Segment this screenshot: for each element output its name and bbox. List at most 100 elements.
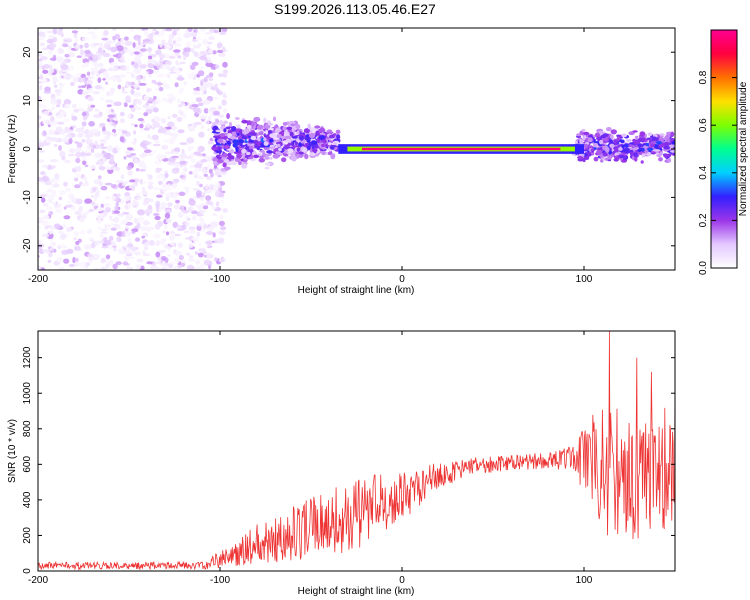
noise-blob xyxy=(139,123,144,129)
late-signal-blob xyxy=(646,137,652,141)
noise-blob xyxy=(194,251,199,255)
noise-blob xyxy=(163,139,169,143)
noise-blob xyxy=(103,224,112,228)
noise-blob xyxy=(105,99,113,103)
noise-blob xyxy=(93,55,99,60)
noise-blob xyxy=(187,28,193,32)
noise-blob xyxy=(44,86,51,92)
signal-blob xyxy=(228,121,233,128)
signal-blob xyxy=(234,117,240,120)
noise-blob xyxy=(54,84,58,88)
noise-blob xyxy=(39,73,43,80)
noise-blob xyxy=(38,53,43,57)
noise-blob xyxy=(183,230,190,234)
colorbar-label: Normalized spectral amplitude xyxy=(738,81,749,216)
noise-blob xyxy=(215,190,219,193)
noise-blob xyxy=(199,114,207,120)
noise-blob xyxy=(185,188,189,195)
x-tick-label: 100 xyxy=(576,575,593,586)
noise-blob xyxy=(173,233,181,237)
noise-blob xyxy=(110,46,118,53)
noise-blob xyxy=(181,148,185,155)
signal-blob xyxy=(307,123,312,130)
noise-blob xyxy=(64,187,72,192)
colorbar-tick-label: 0.6 xyxy=(698,118,709,132)
noise-blob xyxy=(188,226,196,230)
noise-blob xyxy=(47,195,54,202)
late-signal-blob xyxy=(658,157,663,162)
late-signal-blob xyxy=(610,129,617,135)
late-signal-blob xyxy=(669,144,674,150)
noise-blob xyxy=(63,118,70,122)
noise-blob xyxy=(74,245,78,251)
noise-blob xyxy=(113,247,117,252)
noise-blob xyxy=(135,75,142,81)
noise-blob xyxy=(55,92,61,96)
noise-blob xyxy=(142,74,147,81)
noise-blob xyxy=(56,59,64,63)
noise-blob xyxy=(61,137,70,143)
signal-blob xyxy=(258,157,265,163)
noise-blob xyxy=(59,110,66,117)
noise-blob xyxy=(206,175,212,180)
signal-blob xyxy=(259,150,265,153)
noise-blob xyxy=(139,129,143,133)
noise-blob xyxy=(58,83,66,87)
noise-blob xyxy=(99,96,105,101)
noise-blob xyxy=(84,128,90,135)
signal-blob xyxy=(213,110,220,116)
noise-blob xyxy=(105,207,111,213)
late-signal-blob xyxy=(634,156,638,162)
noise-blob xyxy=(90,239,94,242)
noise-blob xyxy=(50,98,57,105)
noise-blob xyxy=(154,160,162,165)
noise-blob xyxy=(173,162,180,169)
noise-blob xyxy=(216,88,220,94)
noise-blob xyxy=(38,84,43,91)
noise-blob xyxy=(165,151,172,155)
noise-blob xyxy=(204,59,209,64)
noise-blob xyxy=(108,121,113,127)
noise-blob xyxy=(178,254,184,261)
signal-blob xyxy=(284,131,289,134)
signal-blob xyxy=(265,129,269,135)
signal-blob xyxy=(253,154,259,159)
noise-blob xyxy=(188,171,193,175)
noise-blob xyxy=(218,257,226,263)
noise-blob xyxy=(168,261,175,265)
noise-blob xyxy=(171,155,179,159)
signal-blob xyxy=(241,135,247,140)
noise-blob xyxy=(130,89,135,95)
late-signal-blob xyxy=(625,139,632,142)
noise-blob xyxy=(162,230,166,234)
signal-blob xyxy=(281,157,287,163)
noise-blob xyxy=(75,151,82,158)
noise-blob xyxy=(165,195,170,202)
noise-blob xyxy=(105,254,111,260)
noise-blob xyxy=(47,129,55,135)
noise-blob xyxy=(93,114,101,119)
noise-blob xyxy=(103,203,109,207)
signal-blob xyxy=(286,126,293,131)
x-tick-label: 0 xyxy=(399,274,405,285)
noise-blob xyxy=(189,64,196,71)
noise-blob xyxy=(101,245,109,249)
noise-blob xyxy=(42,69,49,74)
noise-blob xyxy=(191,210,198,214)
noise-blob xyxy=(44,248,51,254)
noise-blob xyxy=(98,181,104,187)
y-tick-label: 1200 xyxy=(22,346,33,369)
signal-blob xyxy=(263,137,267,142)
noise-blob xyxy=(124,255,130,261)
noise-blob xyxy=(157,155,166,160)
late-signal-blob xyxy=(632,138,636,143)
noise-blob xyxy=(133,84,138,88)
noise-blob xyxy=(49,211,54,215)
noise-blob xyxy=(177,55,182,59)
noise-blob xyxy=(94,145,103,149)
noise-blob xyxy=(135,192,141,196)
noise-blob xyxy=(121,245,129,249)
noise-blob xyxy=(156,66,164,69)
noise-blob xyxy=(217,73,224,78)
noise-blob xyxy=(178,172,187,176)
